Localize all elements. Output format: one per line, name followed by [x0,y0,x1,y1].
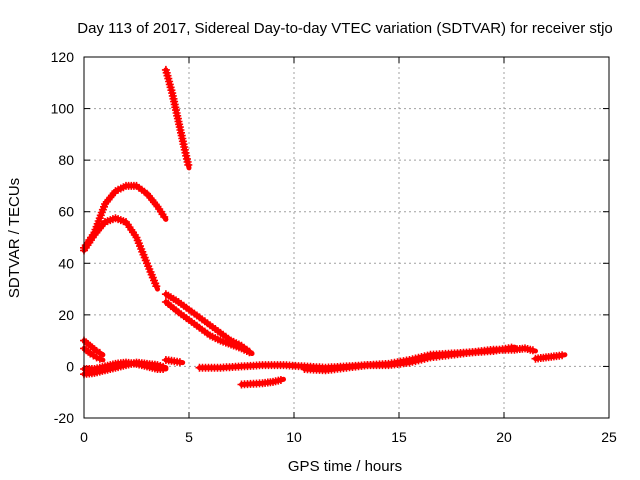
data-point [558,351,567,360]
y-tick-label: 100 [51,101,75,117]
data-point [175,358,184,367]
y-tick-label: 40 [58,255,74,271]
series-arc-7 [80,344,106,363]
x-tick-label: 5 [185,429,193,445]
grid [83,56,610,419]
data-point [276,376,285,384]
y-tick-label: 80 [58,152,74,168]
data-point [507,343,516,352]
x-axis-label: GPS time / hours [288,458,402,475]
data-point [152,282,161,291]
x-tick-label: 15 [391,429,407,445]
series-arc-12 [300,343,517,375]
series-arc-3 [161,65,193,171]
chart-title: Day 113 of 2017, Sidereal Day-to-day VTE… [77,20,613,37]
data-point [95,354,104,363]
x-tick-label: 0 [80,429,88,445]
x-tick-label: 20 [496,429,512,445]
y-tick-label: -20 [54,410,74,426]
data-point [160,212,169,221]
data-point [184,160,193,169]
y-tick-label: 20 [58,307,74,323]
series-arc-5 [161,298,255,357]
y-axis-label: SDTVAR / TECUs [6,178,23,298]
series-arc-9 [80,358,169,373]
y-tick-label: 60 [58,204,74,220]
y-tick-label: 0 [66,358,74,374]
plot-frame [83,56,610,419]
series-arc-10 [161,356,186,367]
series-arc-1 [80,181,169,252]
series-arc-14 [237,376,286,389]
data-point [245,348,254,357]
data-point [159,365,168,373]
x-tick-label: 10 [286,429,302,445]
series-line [81,183,169,251]
series-arc-2 [80,214,161,292]
x-tick-label: 25 [601,429,617,445]
series-arc-13 [531,351,568,363]
data-point [528,346,537,355]
y-tick-label: 120 [51,49,75,65]
series-group [80,65,568,389]
tick-labels: 0 5 10 15 20 25 -20 0 20 40 60 80 100 120 [51,49,617,445]
